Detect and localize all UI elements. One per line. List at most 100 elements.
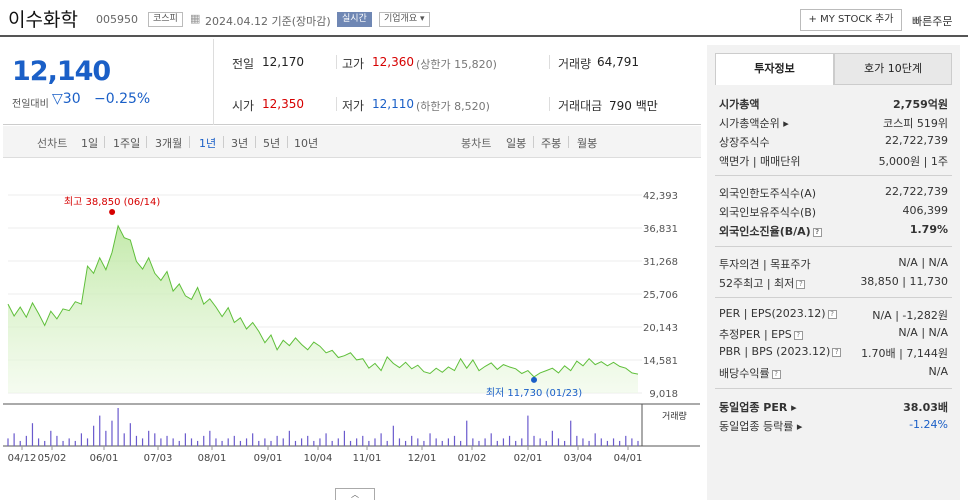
volume-bar bbox=[74, 440, 76, 446]
help-icon[interactable]: ? bbox=[832, 347, 842, 357]
invest-row: 추정PER | EPS? N/A | N/A bbox=[719, 326, 948, 344]
tab-hoga-10[interactable]: 호가 10단계 bbox=[834, 53, 952, 85]
invest-row-label: 시가총액순위 ▸ bbox=[719, 117, 789, 130]
price-chart[interactable]: 42,393 36,831 31,268 25,706 20,143 14,581 9,01… bbox=[0, 160, 702, 500]
market-badge: 코스피 bbox=[148, 12, 183, 27]
live-button[interactable]: 실시간 bbox=[337, 12, 372, 27]
volume-bar bbox=[141, 438, 144, 446]
invest-row-value: 1.70배 | 7,144원 bbox=[861, 347, 948, 360]
volume-bar bbox=[31, 423, 34, 446]
down-arrow-icon: ▽ bbox=[52, 91, 63, 107]
section-divider bbox=[715, 246, 952, 247]
period-10y[interactable]: 10년 bbox=[294, 137, 319, 150]
volume-bar bbox=[527, 415, 529, 446]
volume-bar bbox=[588, 440, 590, 446]
volume-bar bbox=[545, 440, 547, 446]
invest-row-label: 외국인소진율(B/A)? bbox=[719, 223, 822, 239]
period-1d[interactable]: 1일 bbox=[81, 137, 99, 150]
chevron-up-icon[interactable]: ︿ bbox=[335, 488, 375, 500]
volume-bar bbox=[313, 440, 315, 446]
company-overview-menu[interactable]: 기업개요 ▾ bbox=[379, 12, 430, 27]
volume-bar bbox=[429, 433, 431, 446]
candle-monthly[interactable]: 월봉 bbox=[577, 137, 598, 150]
prev-close-value: 12,170 bbox=[262, 55, 304, 69]
candle-daily[interactable]: 일봉 bbox=[506, 137, 527, 150]
volume-bar bbox=[484, 438, 486, 446]
invest-row-value: N/A | -1,282원 bbox=[872, 309, 948, 322]
help-icon[interactable]: ? bbox=[771, 369, 781, 379]
volume-bar bbox=[215, 438, 217, 446]
volume-bar bbox=[612, 438, 615, 446]
invest-row-value: 406,399 bbox=[902, 204, 949, 217]
tab-invest-info[interactable]: 투자정보 bbox=[715, 53, 834, 85]
volume-bar bbox=[606, 440, 609, 446]
volume-bar bbox=[129, 423, 131, 446]
period-3m[interactable]: 3개월 bbox=[155, 137, 183, 150]
help-icon[interactable]: ? bbox=[796, 279, 806, 289]
invest-row-value: 코스피 519위 bbox=[883, 117, 948, 130]
invest-row-value: 5,000원 | 1주 bbox=[878, 155, 948, 168]
my-stock-add-button[interactable]: + MY STOCK 추가 bbox=[800, 9, 902, 31]
invest-row: 상장주식수 22,722,739 bbox=[719, 134, 948, 152]
section-divider bbox=[715, 297, 952, 298]
invest-row-value: 2,759억원 bbox=[892, 98, 948, 111]
y-tick-label: 31,268 bbox=[643, 257, 678, 268]
volume-bar bbox=[576, 435, 578, 446]
volume-bar bbox=[62, 440, 64, 446]
y-tick-label: 42,393 bbox=[643, 191, 678, 202]
amount-value: 790 백만 bbox=[609, 99, 658, 113]
period-5y[interactable]: 5년 bbox=[263, 137, 281, 150]
volume-bar bbox=[123, 433, 125, 446]
period-3y[interactable]: 3년 bbox=[231, 137, 249, 150]
volume-bar bbox=[56, 435, 58, 446]
help-icon[interactable]: ? bbox=[812, 227, 822, 237]
volume-bar bbox=[564, 440, 566, 446]
invest-row: 외국인한도주식수(A) 22,722,739 bbox=[719, 185, 948, 203]
invest-row-label: 동일업종 PER ▸ bbox=[719, 401, 797, 414]
candle-weekly[interactable]: 주봉 bbox=[541, 137, 562, 150]
period-1y[interactable]: 1년 bbox=[199, 137, 217, 150]
quick-order-button[interactable]: 빠른주문 bbox=[912, 15, 953, 28]
invest-row: 시가총액 2,759억원 bbox=[719, 96, 948, 114]
volume-bar bbox=[374, 438, 376, 446]
volume-bar bbox=[227, 438, 229, 446]
volume-bar bbox=[441, 440, 443, 446]
volume-bar bbox=[80, 433, 82, 446]
invest-row-value: -1.24% bbox=[909, 418, 948, 431]
stock-code: 005950 bbox=[96, 13, 138, 26]
volume-bar bbox=[594, 433, 596, 446]
invest-row-value: 1.79% bbox=[909, 223, 948, 236]
period-bar: 선차트 1일 1주일 3개월 1년 3년 5년 10년 봉차트 일봉 주봉 월봉 bbox=[3, 126, 701, 158]
invest-row-label: 동일업종 등락률 ▸ bbox=[719, 420, 803, 433]
help-icon[interactable]: ? bbox=[793, 330, 803, 340]
volume-bar bbox=[190, 438, 193, 446]
volume-bar bbox=[551, 430, 553, 446]
volume-bar bbox=[417, 438, 419, 446]
invest-row: 투자의견 | 목표주가 N/A | N/A bbox=[719, 256, 948, 274]
volume-bar bbox=[221, 440, 223, 446]
volume-bar bbox=[368, 440, 370, 446]
volume-bar bbox=[386, 440, 388, 446]
change-value: ▽30 bbox=[52, 91, 81, 107]
x-tick-label: 04/12 bbox=[8, 453, 37, 464]
volume-bar bbox=[117, 408, 119, 446]
y-tick-label: 9,018 bbox=[649, 389, 678, 400]
x-tick-label: 09/01 bbox=[254, 453, 283, 464]
volume-bar bbox=[447, 438, 449, 446]
volume-bar bbox=[258, 440, 260, 446]
x-tick-label: 02/01 bbox=[514, 453, 543, 464]
x-tick-label: 01/02 bbox=[458, 453, 487, 464]
help-icon[interactable]: ? bbox=[827, 309, 837, 319]
volume-bar bbox=[178, 440, 180, 446]
volume-bar bbox=[276, 435, 278, 446]
volume-bar bbox=[356, 438, 358, 446]
x-tick-label: 04/01 bbox=[614, 453, 643, 464]
volume-bar bbox=[264, 438, 266, 446]
volume-bar bbox=[515, 440, 517, 446]
volume-bar bbox=[105, 430, 107, 446]
period-1w[interactable]: 1주일 bbox=[113, 137, 141, 150]
invest-row: 액면가 | 매매단위 5,000원 | 1주 bbox=[719, 153, 948, 171]
x-tick-label: 05/02 bbox=[38, 453, 67, 464]
volume-bar bbox=[203, 435, 205, 446]
